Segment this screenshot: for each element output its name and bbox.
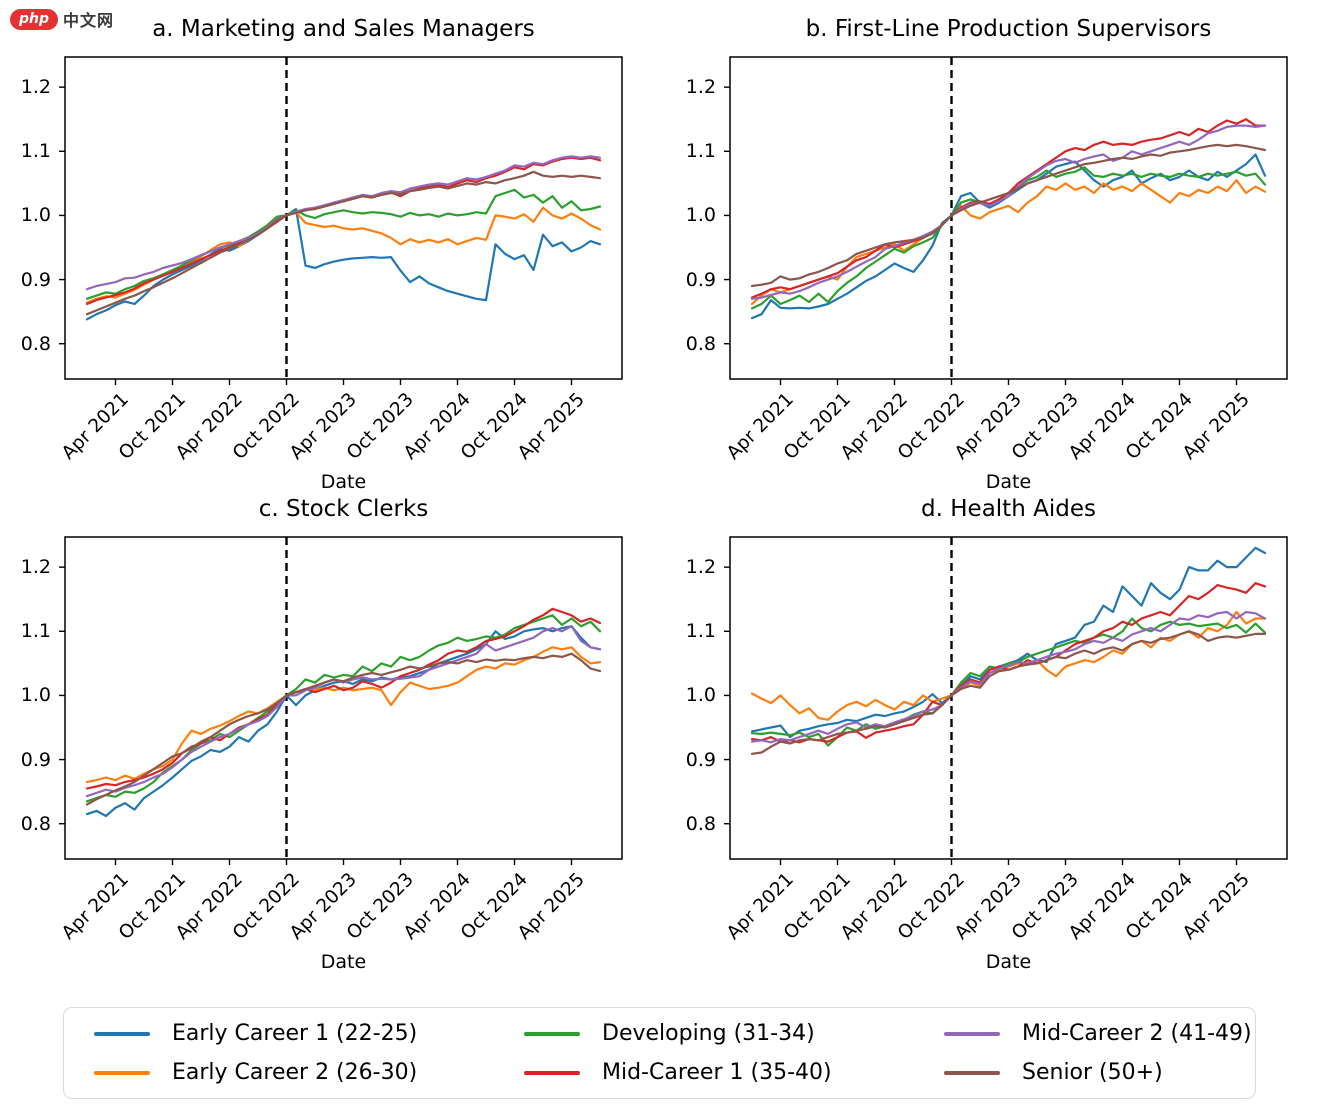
y-tick-label: 1.2 <box>685 76 716 99</box>
panel-c-x-axis-label: Date <box>320 951 367 973</box>
legend-label: Mid-Career 1 (35-40) <box>602 1060 832 1085</box>
legend-item-early-career-1: Early Career 1 (22-25) <box>94 1021 524 1046</box>
series-line-senior-50 <box>85 652 602 806</box>
panel-d: d. Health Aides 0.8 0.9 1.0 1.1 1.2 Apr 2021 O… <box>686 496 1288 973</box>
legend-swatch-senior <box>944 1070 1000 1075</box>
legend-label: Senior (50+) <box>1022 1060 1163 1085</box>
y-tick-label: 0.9 <box>685 268 716 291</box>
y-tick-label: 0.8 <box>20 812 51 835</box>
legend-label: Early Career 1 (22-25) <box>172 1021 418 1046</box>
panel-b: b. First-Line Production Supervisors 0.8… <box>686 16 1288 493</box>
series-line-senior-50 <box>85 170 602 316</box>
y-tick-label: 1.2 <box>20 76 51 99</box>
axes-frame <box>64 536 623 860</box>
panel-d-plot-area: 0.8 0.9 1.0 1.1 1.2 Apr 2021 Oct 2021 Apr 2022 O… <box>686 536 1288 944</box>
axes-frame <box>729 56 1288 380</box>
y-tick-label: 0.8 <box>685 812 716 835</box>
series-line-developing-31-34 <box>750 166 1267 310</box>
series-line-mid-career-1-35-40 <box>85 607 602 790</box>
y-tick-label: 1.0 <box>685 684 716 707</box>
legend-item-developing: Developing (31-34) <box>524 1021 944 1046</box>
panel-c-plot-area: 0.8 0.9 1.0 1.1 1.2 Apr 2021 Oct 2021 Apr 2022 O… <box>21 536 623 944</box>
series-line-early-career-1-22-25 <box>85 625 602 818</box>
series-line-senior-50 <box>750 143 1267 288</box>
legend-item-senior: Senior (50+) <box>944 1060 1255 1085</box>
watermark-text: 中文网 <box>63 11 115 30</box>
legend-item-mid-career-1: Mid-Career 1 (35-40) <box>524 1060 944 1085</box>
y-tick-label: 1.0 <box>20 204 51 227</box>
panel-d-title: d. Health Aides <box>921 496 1096 522</box>
legend-swatch-mid-career-1 <box>524 1070 580 1075</box>
y-tick-label: 1.1 <box>685 620 716 643</box>
panel-b-plot-area: 0.8 0.9 1.0 1.1 1.2 Apr 2021 Oct 2021 Apr 2022 O… <box>686 56 1288 464</box>
legend-swatch-early-career-2 <box>94 1070 150 1075</box>
panel-d-x-axis-label: Date <box>985 951 1032 973</box>
plot-svg <box>59 536 623 865</box>
y-tick-label: 1.2 <box>20 556 51 579</box>
legend-swatch-mid-career-2 <box>944 1031 1000 1036</box>
legend-item-mid-career-2: Mid-Career 2 (41-49) <box>944 1021 1255 1046</box>
series-line-mid-career-2-41-49 <box>85 155 602 291</box>
y-tick-label: 0.8 <box>20 332 51 355</box>
series-line-mid-career-1-35-40 <box>750 118 1267 299</box>
series-line-early-career-1-22-25 <box>85 207 602 321</box>
series-line-early-career-1-22-25 <box>750 546 1267 739</box>
panel-a-title: a. Marketing and Sales Managers <box>152 16 535 42</box>
series-line-senior-50 <box>750 630 1267 755</box>
y-tick-label: 0.8 <box>685 332 716 355</box>
legend-label: Developing (31-34) <box>602 1021 815 1046</box>
legend-item-early-career-2: Early Career 2 (26-30) <box>94 1060 524 1085</box>
php-logo-icon: php <box>10 8 59 30</box>
panel-a-plot-area: 0.8 0.9 1.0 1.1 1.2 Apr 2021 Oct 2021 Apr 2022 O… <box>21 56 623 464</box>
series-line-mid-career-2-41-49 <box>750 124 1267 300</box>
panel-a: a. Marketing and Sales Managers 0.8 0.9 1.… <box>21 16 623 493</box>
series-line-mid-career-2-41-49 <box>750 610 1267 744</box>
panel-c: c. Stock Clerks 0.8 0.9 1.0 1.1 1.2 Apr 2021 O… <box>21 496 623 973</box>
y-tick-label: 1.2 <box>685 556 716 579</box>
axes-frame <box>64 56 623 380</box>
y-tick-label: 1.0 <box>20 684 51 707</box>
series-line-early-career-1-22-25 <box>750 153 1267 320</box>
axes-frame <box>729 536 1288 860</box>
legend-box: Early Career 1 (22-25) Developing (31-34… <box>63 1007 1256 1099</box>
panel-b-x-axis-label: Date <box>985 471 1032 493</box>
legend-label: Early Career 2 (26-30) <box>172 1060 418 1085</box>
plot-svg <box>724 536 1288 865</box>
y-tick-label: 0.9 <box>20 748 51 771</box>
legend-swatch-developing <box>524 1031 580 1036</box>
y-tick-label: 1.1 <box>685 140 716 163</box>
plot-svg <box>59 56 623 385</box>
y-tick-label: 0.9 <box>685 748 716 771</box>
watermark: php 中文网 <box>10 7 114 31</box>
panel-c-title: c. Stock Clerks <box>258 496 429 522</box>
series-line-early-career-2-26-30 <box>750 179 1267 306</box>
y-tick-label: 1.0 <box>685 204 716 227</box>
series-line-early-career-2-26-30 <box>85 646 602 784</box>
series-line-developing-31-34 <box>85 188 602 300</box>
series-line-mid-career-2-41-49 <box>85 625 602 798</box>
panel-b-title: b. First-Line Production Supervisors <box>805 16 1212 42</box>
plot-svg <box>724 56 1288 385</box>
legend-swatch-early-career-1 <box>94 1031 150 1036</box>
y-tick-label: 1.1 <box>20 620 51 643</box>
y-tick-label: 1.1 <box>20 140 51 163</box>
series-line-developing-31-34 <box>750 617 1267 747</box>
panel-a-x-axis-label: Date <box>320 471 367 493</box>
y-tick-label: 0.9 <box>20 268 51 291</box>
legend-label: Mid-Career 2 (41-49) <box>1022 1021 1252 1046</box>
